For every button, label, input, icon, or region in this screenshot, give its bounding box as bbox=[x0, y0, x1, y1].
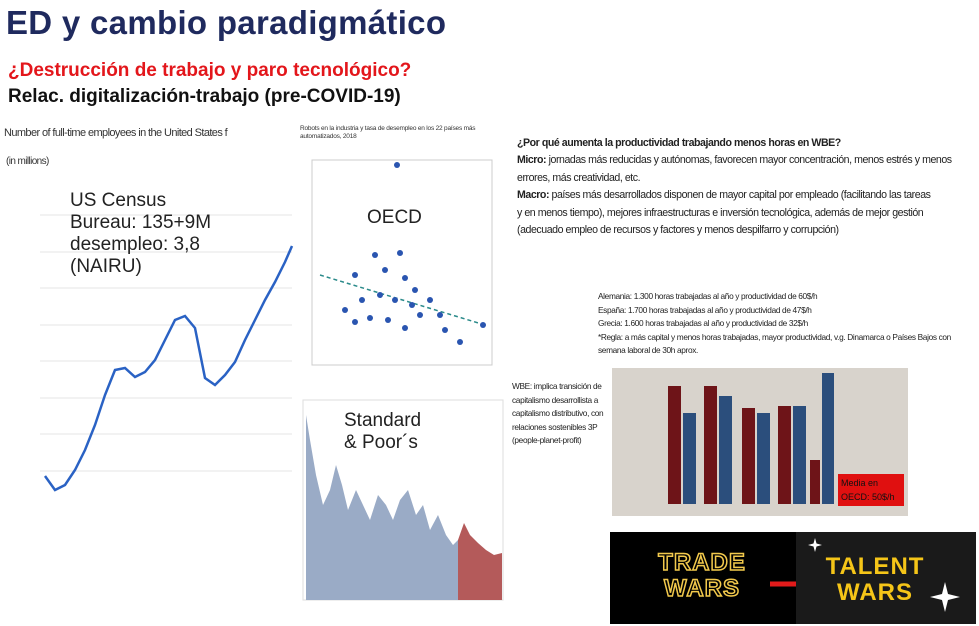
banner-text: TALENT WARS bbox=[810, 554, 940, 606]
sparkle bbox=[930, 582, 960, 612]
chart-unit: (in millions) bbox=[6, 156, 49, 167]
text: países más desarrollados disponen de may… bbox=[517, 189, 930, 236]
subtitle: ¿Destrucción de trabajo y paro tecnológi… bbox=[8, 60, 411, 82]
overlay-line: desempleo: 3,8 bbox=[70, 234, 211, 256]
label-box: Media en OECD: 50$/h bbox=[838, 474, 904, 506]
note: WBE: implica transición de capitalismo d… bbox=[512, 380, 612, 448]
list-item: Grecia: 1.600 horas trabajadas al año y … bbox=[598, 317, 978, 331]
overlay-line: & Poor´s bbox=[344, 432, 421, 454]
paragraph: ¿Por qué aumenta la productividad trabaj… bbox=[517, 135, 979, 239]
overlay-line: US Census bbox=[70, 190, 211, 212]
overlay-line: Standard bbox=[344, 410, 421, 432]
overlay-line: (NAIRU) bbox=[70, 256, 211, 278]
subtitle: Relac. digitalización-trabajo (pre-COVID… bbox=[8, 86, 401, 108]
micro: Micro: jornadas más reducidas y autónoma… bbox=[517, 152, 979, 187]
list-item: Alemania: 1.300 horas trabajadas al año … bbox=[598, 290, 978, 304]
label: Macro: bbox=[517, 189, 549, 201]
scatter-image bbox=[300, 150, 500, 390]
text: jornadas más reducidas y autónomas, favo… bbox=[517, 154, 952, 183]
banner: TRADE WARS TALENT WARS bbox=[610, 532, 976, 624]
banner-text: TRADE WARS bbox=[632, 550, 772, 602]
slide: ED y cambio paradigmático ¿Destrucción d… bbox=[0, 0, 979, 626]
chart-caption: Number of full-time employees in the Uni… bbox=[4, 127, 294, 139]
chart-caption: Robots en la industria y tasa de desempl… bbox=[300, 125, 490, 141]
title: ED y cambio paradigmático bbox=[6, 4, 446, 42]
overlay-text: Standard & Poor´s bbox=[344, 410, 421, 454]
list: Alemania: 1.300 horas trabajadas al año … bbox=[598, 290, 978, 358]
sparkle bbox=[808, 538, 822, 552]
banner-line: TRADE bbox=[632, 550, 772, 576]
overlay-text: OECD bbox=[367, 207, 422, 229]
overlay-line: Bureau: 135+9M bbox=[70, 212, 211, 234]
banner-line: TALENT bbox=[810, 554, 940, 580]
list-item: *Regla: a más capital y menos horas trab… bbox=[598, 331, 978, 358]
overlay-text: US Census Bureau: 135+9M desempleo: 3,8 … bbox=[70, 190, 211, 278]
list-item: España: 1.700 horas trabajadas al año y … bbox=[598, 304, 978, 318]
question: ¿Por qué aumenta la productividad trabaj… bbox=[517, 135, 979, 152]
macro: Macro: países más desarrollados disponen… bbox=[517, 187, 937, 239]
label: Micro: bbox=[517, 154, 546, 166]
banner-line: WARS bbox=[810, 580, 940, 606]
banner-line: WARS bbox=[632, 576, 772, 602]
